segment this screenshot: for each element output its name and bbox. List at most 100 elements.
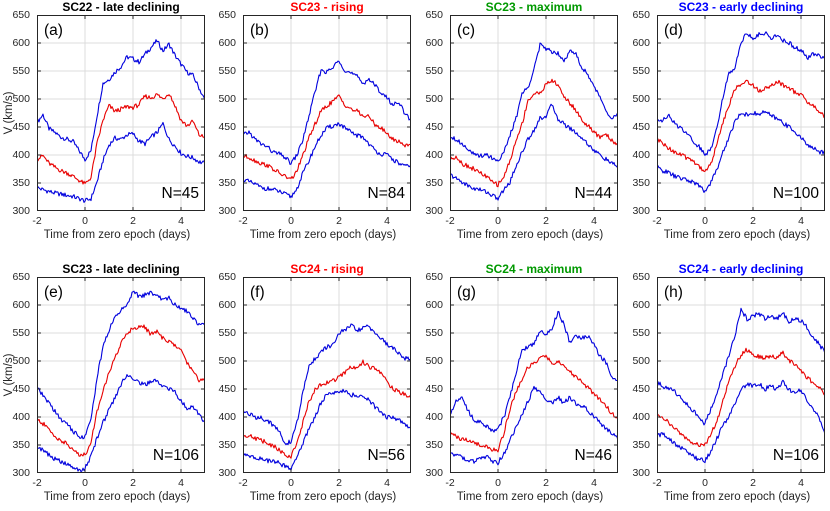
x-tick-label: 2: [750, 215, 756, 227]
y-tick-labels: 650 600 550 500 450 400 350 300: [0, 9, 33, 217]
y-tick-label: 450: [425, 121, 443, 133]
panel-b: SC23 - rising 650 600 550 500 450 400 350 300 (…: [206, 0, 416, 249]
y-tick-label: 300: [218, 467, 236, 479]
y-tick-label: 600: [632, 299, 650, 311]
y-tick-label: 300: [12, 467, 30, 479]
y-tick-label: 400: [218, 149, 236, 161]
panel-g: SC24 - maximum 650 600 550 500 450 400 350 300 …: [413, 262, 623, 511]
x-tick-label: 0: [495, 215, 501, 227]
y-tick-label: 400: [632, 149, 650, 161]
y-tick-label: 650: [425, 271, 443, 283]
y-tick-labels: 650 600 550 500 450 400 350 300: [0, 271, 33, 479]
event-count-label: N=46: [574, 447, 613, 464]
x-tick-labels: -2 0 2 4: [238, 215, 411, 229]
x-tick-label: 0: [288, 477, 294, 489]
x-tick-label: -2: [32, 477, 42, 489]
event-count-label: N=45: [161, 185, 200, 202]
y-tick-label: 450: [12, 121, 30, 133]
x-tick-label: -2: [652, 215, 662, 227]
y-tick-label: 500: [218, 93, 236, 105]
y-tick-label: 550: [12, 327, 30, 339]
plot-area: [450, 277, 618, 473]
x-tick-label: -2: [238, 477, 248, 489]
y-tick-label: 500: [12, 93, 30, 105]
plot-area: [243, 277, 411, 473]
y-tick-label: 350: [218, 177, 236, 189]
x-axis-label: Time from zero epoch (days): [249, 491, 397, 503]
panel-title: SC22 - late declining: [62, 0, 180, 14]
y-tick-label: 550: [425, 65, 443, 77]
y-tick-labels: 650 600 550 500 450 400 350 300: [413, 9, 446, 217]
y-tick-label: 600: [632, 37, 650, 49]
y-tick-label: 450: [218, 121, 236, 133]
y-tick-label: 350: [12, 177, 30, 189]
x-tick-labels: -2 0 2 4: [32, 477, 205, 491]
y-tick-label: 300: [632, 467, 650, 479]
event-count-label: N=106: [772, 447, 819, 464]
x-axis-label: Time from zero epoch (days): [43, 229, 191, 241]
y-tick-label: 450: [632, 383, 650, 395]
plot-area: [657, 15, 825, 211]
y-tick-label: 400: [425, 411, 443, 423]
y-tick-labels: 650 600 550 500 450 400 350 300: [413, 271, 446, 479]
y-tick-label: 500: [632, 355, 650, 367]
panel-title: SC23 - maximum: [485, 0, 583, 14]
y-tick-label: 650: [12, 9, 30, 21]
x-tick-label: -2: [32, 215, 42, 227]
x-tick-label: -2: [445, 215, 455, 227]
x-tick-label: 2: [336, 215, 342, 227]
y-tick-label: 600: [218, 299, 236, 311]
x-tick-label: 0: [288, 215, 294, 227]
y-tick-label: 400: [218, 411, 236, 423]
x-tick-labels: -2 0 2 4: [652, 215, 825, 229]
panel-title: SC23 - late declining: [62, 262, 180, 276]
y-tick-label: 650: [12, 271, 30, 283]
y-tick-label: 650: [632, 9, 650, 21]
y-tick-label: 300: [12, 205, 30, 217]
y-tick-label: 300: [425, 205, 443, 217]
y-tick-label: 450: [12, 383, 30, 395]
x-tick-label: 4: [798, 215, 804, 227]
x-tick-label: 0: [495, 477, 501, 489]
panel-letter: (h): [664, 284, 683, 301]
panel-letter: (e): [44, 284, 63, 301]
y-tick-label: 600: [12, 299, 30, 311]
y-tick-label: 650: [218, 271, 236, 283]
x-tick-label: 2: [543, 215, 549, 227]
x-tick-label: 4: [591, 215, 597, 227]
y-tick-label: 400: [632, 411, 650, 423]
y-tick-label: 350: [425, 439, 443, 451]
x-tick-label: 0: [82, 477, 88, 489]
x-tick-label: -2: [238, 215, 248, 227]
panel-letter: (d): [664, 22, 683, 39]
x-axis-label: Time from zero epoch (days): [249, 229, 397, 241]
panel-h: SC24 - early declining 650 600 550 500 450 40…: [620, 262, 830, 511]
y-tick-label: 400: [12, 411, 30, 423]
y-tick-label: 400: [12, 149, 30, 161]
panel-letter: (c): [457, 22, 476, 39]
x-tick-label: 2: [543, 477, 549, 489]
event-count-label: N=56: [367, 447, 406, 464]
x-tick-labels: -2 0 2 4: [445, 477, 618, 491]
panel-title: SC24 - maximum: [485, 262, 583, 276]
x-tick-label: 4: [591, 477, 597, 489]
y-tick-label: 450: [632, 121, 650, 133]
x-tick-label: 4: [178, 477, 184, 489]
x-axis-label: Time from zero epoch (days): [663, 491, 811, 503]
event-count-label: N=44: [574, 185, 613, 202]
y-tick-label: 550: [425, 327, 443, 339]
x-axis-label: Time from zero epoch (days): [456, 491, 604, 503]
x-tick-label: 4: [178, 215, 184, 227]
y-tick-label: 300: [218, 205, 236, 217]
x-tick-label: 4: [384, 477, 390, 489]
panel-title: SC23 - rising: [290, 0, 364, 14]
event-count-label: N=100: [772, 185, 819, 202]
x-tick-label: 2: [336, 477, 342, 489]
y-tick-labels: 650 600 550 500 450 400 350 300: [206, 9, 239, 217]
x-tick-label: 0: [702, 477, 708, 489]
plot-area: [37, 15, 205, 211]
panel-title: SC24 - rising: [290, 262, 364, 276]
y-tick-label: 650: [218, 9, 236, 21]
panel-letter: (a): [44, 22, 63, 39]
y-tick-label: 600: [218, 37, 236, 49]
